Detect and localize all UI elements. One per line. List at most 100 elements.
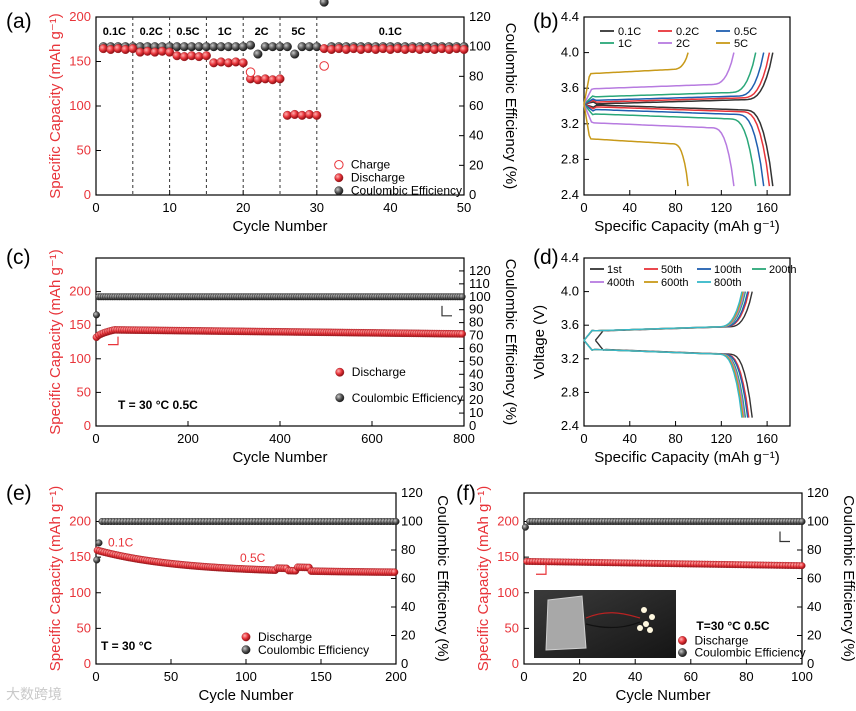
legend-entry: Coulombic Efficiency (258, 643, 369, 657)
legend-entry: 0.2C (676, 26, 699, 38)
led-light (641, 607, 647, 613)
y2-tick-label: 100 (401, 514, 423, 529)
y2-axis-label: Coulombic Efficiency (%) (840, 495, 856, 661)
rate-label: 2C (255, 26, 269, 38)
x-tick-label: 0 (520, 669, 527, 684)
pouch-cell (545, 595, 587, 651)
y-axis-label: Specific Capacity (mAh g⁻¹) (47, 13, 64, 198)
y2-tick-label: 0 (469, 418, 476, 433)
legend-entry: Discharge (694, 633, 748, 647)
legend-marker (241, 632, 251, 642)
legend-marker (334, 173, 344, 183)
x-axis-label: Specific Capacity (mAh g⁻¹) (594, 449, 779, 466)
legend-entry: 0.1C (618, 26, 641, 38)
legend-marker (334, 160, 344, 170)
y-tick-label: 150 (69, 549, 91, 564)
y-tick-label: 100 (497, 585, 519, 600)
y2-tick-label: 80 (469, 315, 483, 330)
discharge-point (798, 562, 806, 570)
y2-tick-label: 110 (469, 276, 490, 291)
x-tick-label: 40 (383, 200, 397, 215)
y2-tick-label: 40 (401, 599, 415, 614)
discharge-curve (583, 104, 689, 187)
discharge-point (238, 58, 248, 68)
y2-tick-label: 30 (469, 379, 483, 394)
discharge-curve (583, 103, 765, 187)
panel-label: (d) (533, 246, 559, 269)
led-light (643, 621, 649, 627)
x-tick-label: 0 (92, 200, 99, 215)
y2-tick-label: 20 (469, 392, 483, 407)
x-tick-label: 10 (162, 200, 176, 215)
charge-curve (583, 52, 765, 105)
y-tick-label: 150 (497, 549, 519, 564)
condition-annotation: T = 30 °C 0.5C (118, 398, 198, 412)
discharge-point (275, 74, 285, 84)
discharge-point (201, 51, 211, 61)
charge-curve (583, 52, 757, 105)
y2-tick-label: 20 (469, 157, 483, 172)
y2-tick-label: 80 (401, 542, 415, 557)
discharge-point (312, 110, 322, 120)
y2-tick-label: 60 (401, 571, 415, 586)
y-tick-label: 4.4 (561, 250, 579, 265)
y2-tick-label: 60 (469, 98, 483, 113)
right-axis-arrow (441, 305, 452, 317)
x-tick-label: 0 (580, 200, 587, 215)
x-tick-label: 100 (235, 669, 257, 684)
panel-label: (f) (456, 482, 476, 505)
y-tick-label: 0 (84, 187, 91, 202)
x-tick-label: 20 (236, 200, 250, 215)
legend-entry: 2C (676, 38, 690, 50)
led-light (649, 614, 655, 620)
y-tick-label: 200 (69, 514, 91, 529)
y2-tick-label: 120 (469, 9, 491, 24)
y2-tick-label: 40 (469, 128, 483, 143)
x-axis-label: Cycle Number (198, 687, 293, 704)
legend-entry: 200th (769, 264, 797, 276)
discharge-curve (583, 339, 743, 418)
y-tick-label: 3.6 (561, 317, 579, 332)
led-light (637, 625, 643, 631)
discharge-point (390, 568, 399, 576)
y2-tick-label: 0 (469, 187, 476, 202)
x-tick-label: 400 (269, 431, 291, 446)
legend-entry: 800th (714, 277, 742, 289)
ce-point (458, 293, 466, 301)
legend-marker (335, 367, 345, 377)
rate-label: 0.1C (103, 26, 126, 38)
x-tick-label: 120 (710, 200, 732, 215)
y-axis-label: Voltage (V) (531, 305, 548, 379)
charge-point (319, 61, 329, 71)
discharge-curve (583, 103, 771, 187)
x-tick-label: 800 (453, 431, 475, 446)
y2-tick-label: 20 (807, 628, 821, 643)
x-tick-label: 20 (572, 669, 586, 684)
ce-point (521, 523, 529, 531)
x-tick-label: 0 (92, 669, 99, 684)
y-axis-label: Specific Capacity (mAh g⁻¹) (47, 249, 64, 434)
y-tick-label: 2.4 (561, 418, 579, 433)
y2-axis-label: Coulombic Efficiency (%) (502, 259, 519, 425)
legend-entry: Coulombic Efficiency (352, 391, 463, 405)
legend-entry: 5C (734, 38, 748, 50)
y-tick-label: 0 (84, 656, 91, 671)
y2-tick-label: 40 (469, 366, 483, 381)
discharge-point (128, 44, 138, 54)
x-tick-label: 80 (739, 669, 753, 684)
y-tick-label: 3.2 (561, 116, 579, 131)
y-axis-label: Specific Capacity (mAh g⁻¹) (475, 486, 492, 671)
legend-entry: 50th (661, 264, 682, 276)
y2-tick-label: 100 (469, 39, 491, 54)
legend-marker (241, 645, 251, 655)
y2-tick-label: 0 (401, 656, 408, 671)
discharge-point (165, 47, 175, 57)
y2-tick-label: 60 (807, 571, 821, 586)
wire-black (585, 621, 641, 629)
y-tick-label: 150 (69, 317, 91, 332)
y2-tick-label: 70 (469, 328, 483, 343)
left-axis-arrow (108, 336, 119, 346)
x-tick-label: 600 (361, 431, 383, 446)
y2-tick-label: 90 (469, 302, 483, 317)
